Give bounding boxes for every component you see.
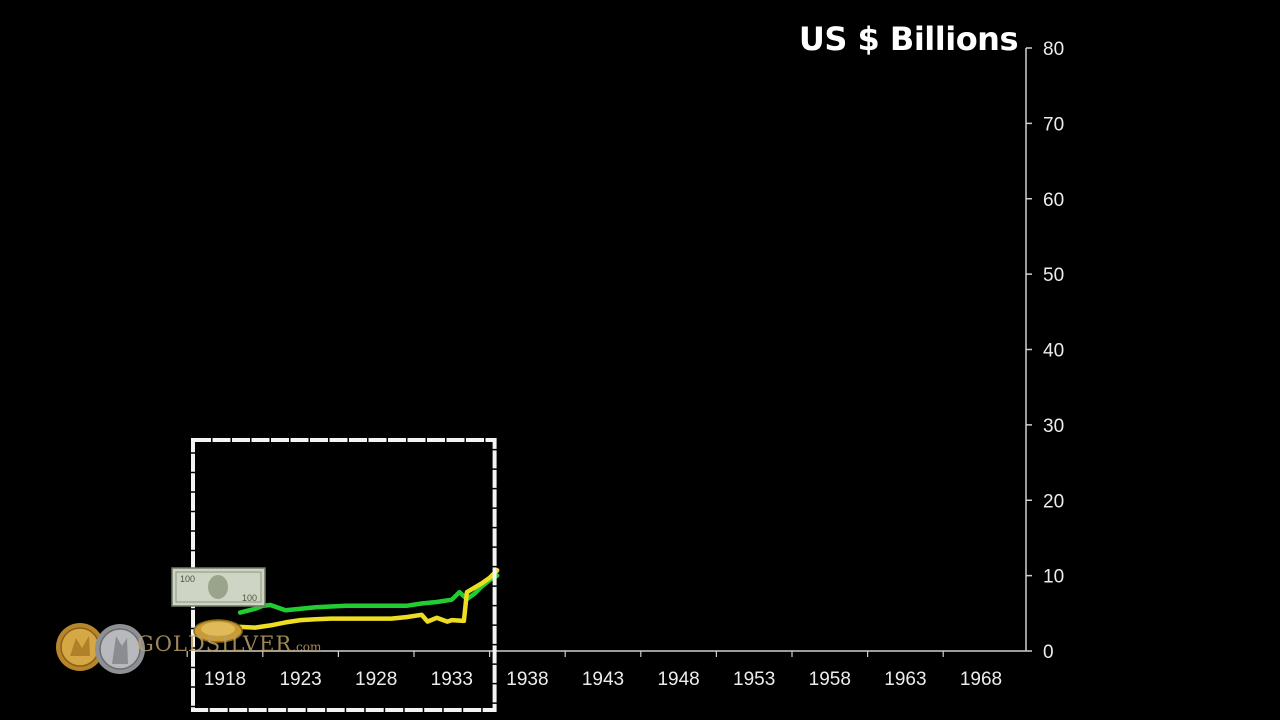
y-tick-label: 50: [1043, 265, 1064, 286]
series-line-2: [237, 568, 500, 630]
unit-title: US $ Billions: [798, 20, 1019, 58]
gold-coin-icon: [193, 619, 243, 643]
y-tick-label: 30: [1043, 416, 1064, 437]
gold-eagle-coin-icon: [56, 623, 104, 671]
svg-text:100: 100: [180, 574, 195, 584]
y-tick-label: 70: [1043, 114, 1064, 135]
x-tick-label: 1958: [809, 669, 851, 690]
x-tick-label: 1933: [431, 669, 473, 690]
y-tick-label: 10: [1043, 567, 1064, 588]
x-tick-label: 1953: [733, 669, 775, 690]
y-tick-label: 0: [1043, 642, 1054, 663]
x-tick-label: 1918: [204, 669, 246, 690]
x-tick-label: 1943: [582, 669, 624, 690]
x-tick-label: 1938: [506, 669, 548, 690]
y-tick-label: 40: [1043, 341, 1064, 362]
x-tick-label: 1948: [657, 669, 699, 690]
x-tick-label: 1968: [960, 669, 1002, 690]
x-tick-label: 1963: [884, 669, 926, 690]
y-tick-label: 80: [1043, 39, 1064, 60]
svg-text:100: 100: [242, 593, 257, 603]
series-line-1: [237, 573, 500, 615]
silver-eagle-coin-icon: [95, 624, 145, 674]
y-tick-label: 60: [1043, 190, 1064, 211]
dollar-bill-icon: 100 100: [171, 567, 266, 607]
x-tick-label: 1923: [279, 669, 321, 690]
goldsilver-wordmark: GOLDSILVER.com: [137, 632, 322, 656]
goldsilver-logo: [56, 623, 145, 674]
y-tick-label: 20: [1043, 491, 1064, 512]
x-tick-label: 1928: [355, 669, 397, 690]
